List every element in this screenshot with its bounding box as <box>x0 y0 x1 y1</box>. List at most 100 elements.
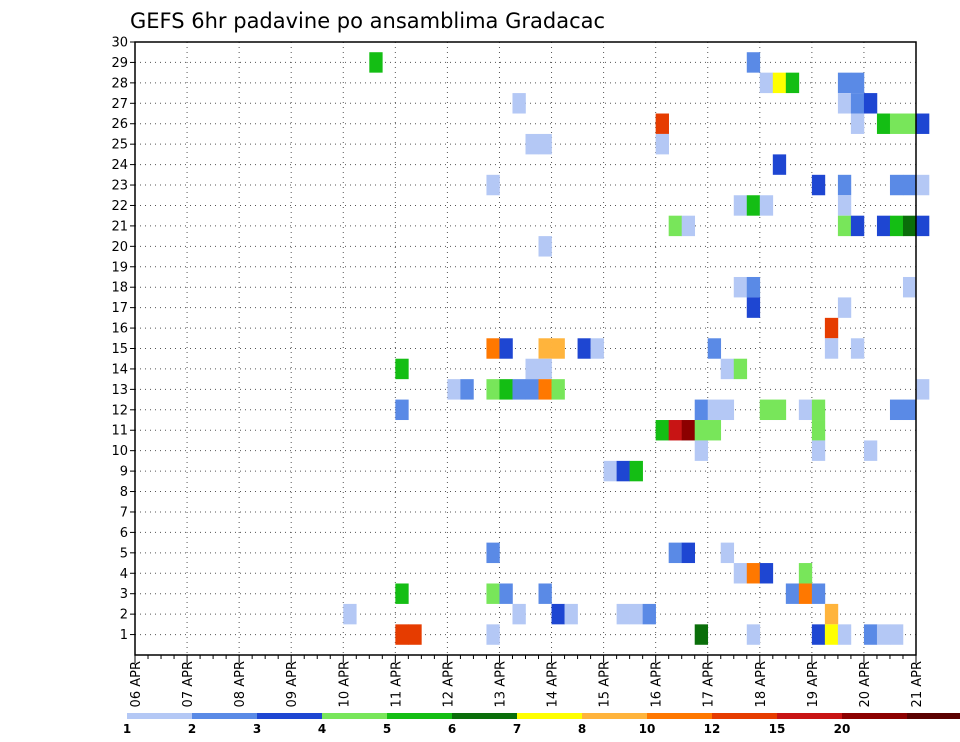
x-tick-label: 09 APR <box>285 661 300 707</box>
data-cell <box>486 583 500 604</box>
data-cell <box>746 297 761 318</box>
data-cell <box>707 420 722 441</box>
data-cell <box>759 72 774 94</box>
data-cell <box>603 460 617 482</box>
data-cell <box>863 440 878 461</box>
legend-swatch <box>257 713 322 719</box>
data-cell <box>759 563 774 584</box>
data-cell <box>863 93 878 114</box>
data-cell <box>876 215 891 237</box>
data-cell <box>733 276 748 298</box>
data-cell <box>889 624 904 645</box>
data-cell <box>837 93 852 114</box>
legend-swatch <box>712 713 777 719</box>
data-cell <box>824 317 839 339</box>
data-cell <box>916 215 930 237</box>
data-cell <box>837 72 852 94</box>
legend-label: 4 <box>318 722 326 736</box>
data-cell <box>538 338 552 359</box>
data-cell <box>538 358 552 380</box>
data-cell <box>525 358 539 380</box>
y-tick-label: 16 <box>111 322 128 337</box>
x-tick-label: 10 APR <box>337 661 352 707</box>
legend-swatch <box>842 713 907 719</box>
y-tick-label: 2 <box>120 608 128 623</box>
x-tick-label: 12 APR <box>441 661 456 707</box>
data-cell <box>916 113 930 134</box>
data-cell <box>538 236 552 257</box>
y-tick-label: 23 <box>111 179 128 194</box>
y-tick-label: 18 <box>111 281 128 296</box>
data-cell <box>889 174 904 196</box>
y-tick-label: 22 <box>111 199 128 214</box>
y-tick-label: 12 <box>111 403 128 418</box>
y-tick-label: 9 <box>120 465 128 480</box>
data-cell <box>746 563 761 584</box>
y-tick-label: 3 <box>120 587 128 602</box>
data-cell <box>707 399 722 421</box>
legend-label: 10 <box>639 722 656 736</box>
data-cell <box>733 195 748 216</box>
data-cell <box>551 603 565 625</box>
x-tick-label: 06 APR <box>129 661 144 707</box>
data-cell <box>655 420 669 441</box>
data-cell <box>369 52 383 73</box>
data-cell <box>499 338 513 359</box>
data-cell <box>746 52 761 73</box>
data-cell <box>811 399 826 421</box>
data-cell <box>395 399 409 421</box>
data-cell <box>460 379 474 400</box>
x-tick-label: 18 APR <box>754 661 769 707</box>
data-cell <box>902 215 917 237</box>
data-cell <box>655 133 669 155</box>
data-cell <box>551 379 565 400</box>
data-cell <box>850 93 865 114</box>
legend-swatch <box>647 713 712 719</box>
data-cell <box>811 624 826 645</box>
data-cell <box>486 542 500 564</box>
data-cell <box>538 583 552 604</box>
data-cell <box>746 624 761 645</box>
data-cell <box>876 113 891 134</box>
data-cell <box>486 338 500 359</box>
data-cell <box>733 563 748 584</box>
legend-label: 3 <box>253 722 261 736</box>
data-cell <box>447 379 461 400</box>
data-cell <box>785 72 800 94</box>
data-cell <box>629 460 643 482</box>
data-cell <box>837 297 852 318</box>
data-cell <box>889 215 904 237</box>
data-cell <box>837 174 852 196</box>
y-tick-label: 26 <box>111 117 128 132</box>
legend-swatch <box>127 713 192 719</box>
data-cell <box>772 399 787 421</box>
x-tick-label: 07 APR <box>181 661 196 707</box>
data-cell <box>694 420 709 441</box>
data-cell <box>668 420 682 441</box>
legend-swatch <box>387 713 452 719</box>
data-cell <box>577 338 591 359</box>
data-cell <box>837 215 852 237</box>
data-cell <box>863 624 878 645</box>
legend-label: 15 <box>769 722 786 736</box>
data-cell <box>525 379 539 400</box>
data-cell <box>824 624 839 645</box>
data-cell <box>681 215 696 237</box>
data-cell <box>850 338 865 359</box>
data-cell <box>811 174 826 196</box>
y-tick-label: 15 <box>111 342 128 357</box>
y-tick-label: 6 <box>120 526 128 541</box>
data-cell <box>486 624 500 645</box>
y-tick-label: 28 <box>111 76 128 91</box>
data-cell <box>785 583 800 604</box>
data-cell <box>707 338 722 359</box>
data-cell <box>889 399 904 421</box>
data-cell <box>668 215 682 237</box>
y-tick-label: 14 <box>111 362 128 377</box>
legend-swatch <box>517 713 582 719</box>
y-tick-label: 8 <box>120 485 128 500</box>
y-tick-label: 24 <box>111 158 128 173</box>
legend-swatch <box>777 713 842 719</box>
data-cell <box>512 379 526 400</box>
